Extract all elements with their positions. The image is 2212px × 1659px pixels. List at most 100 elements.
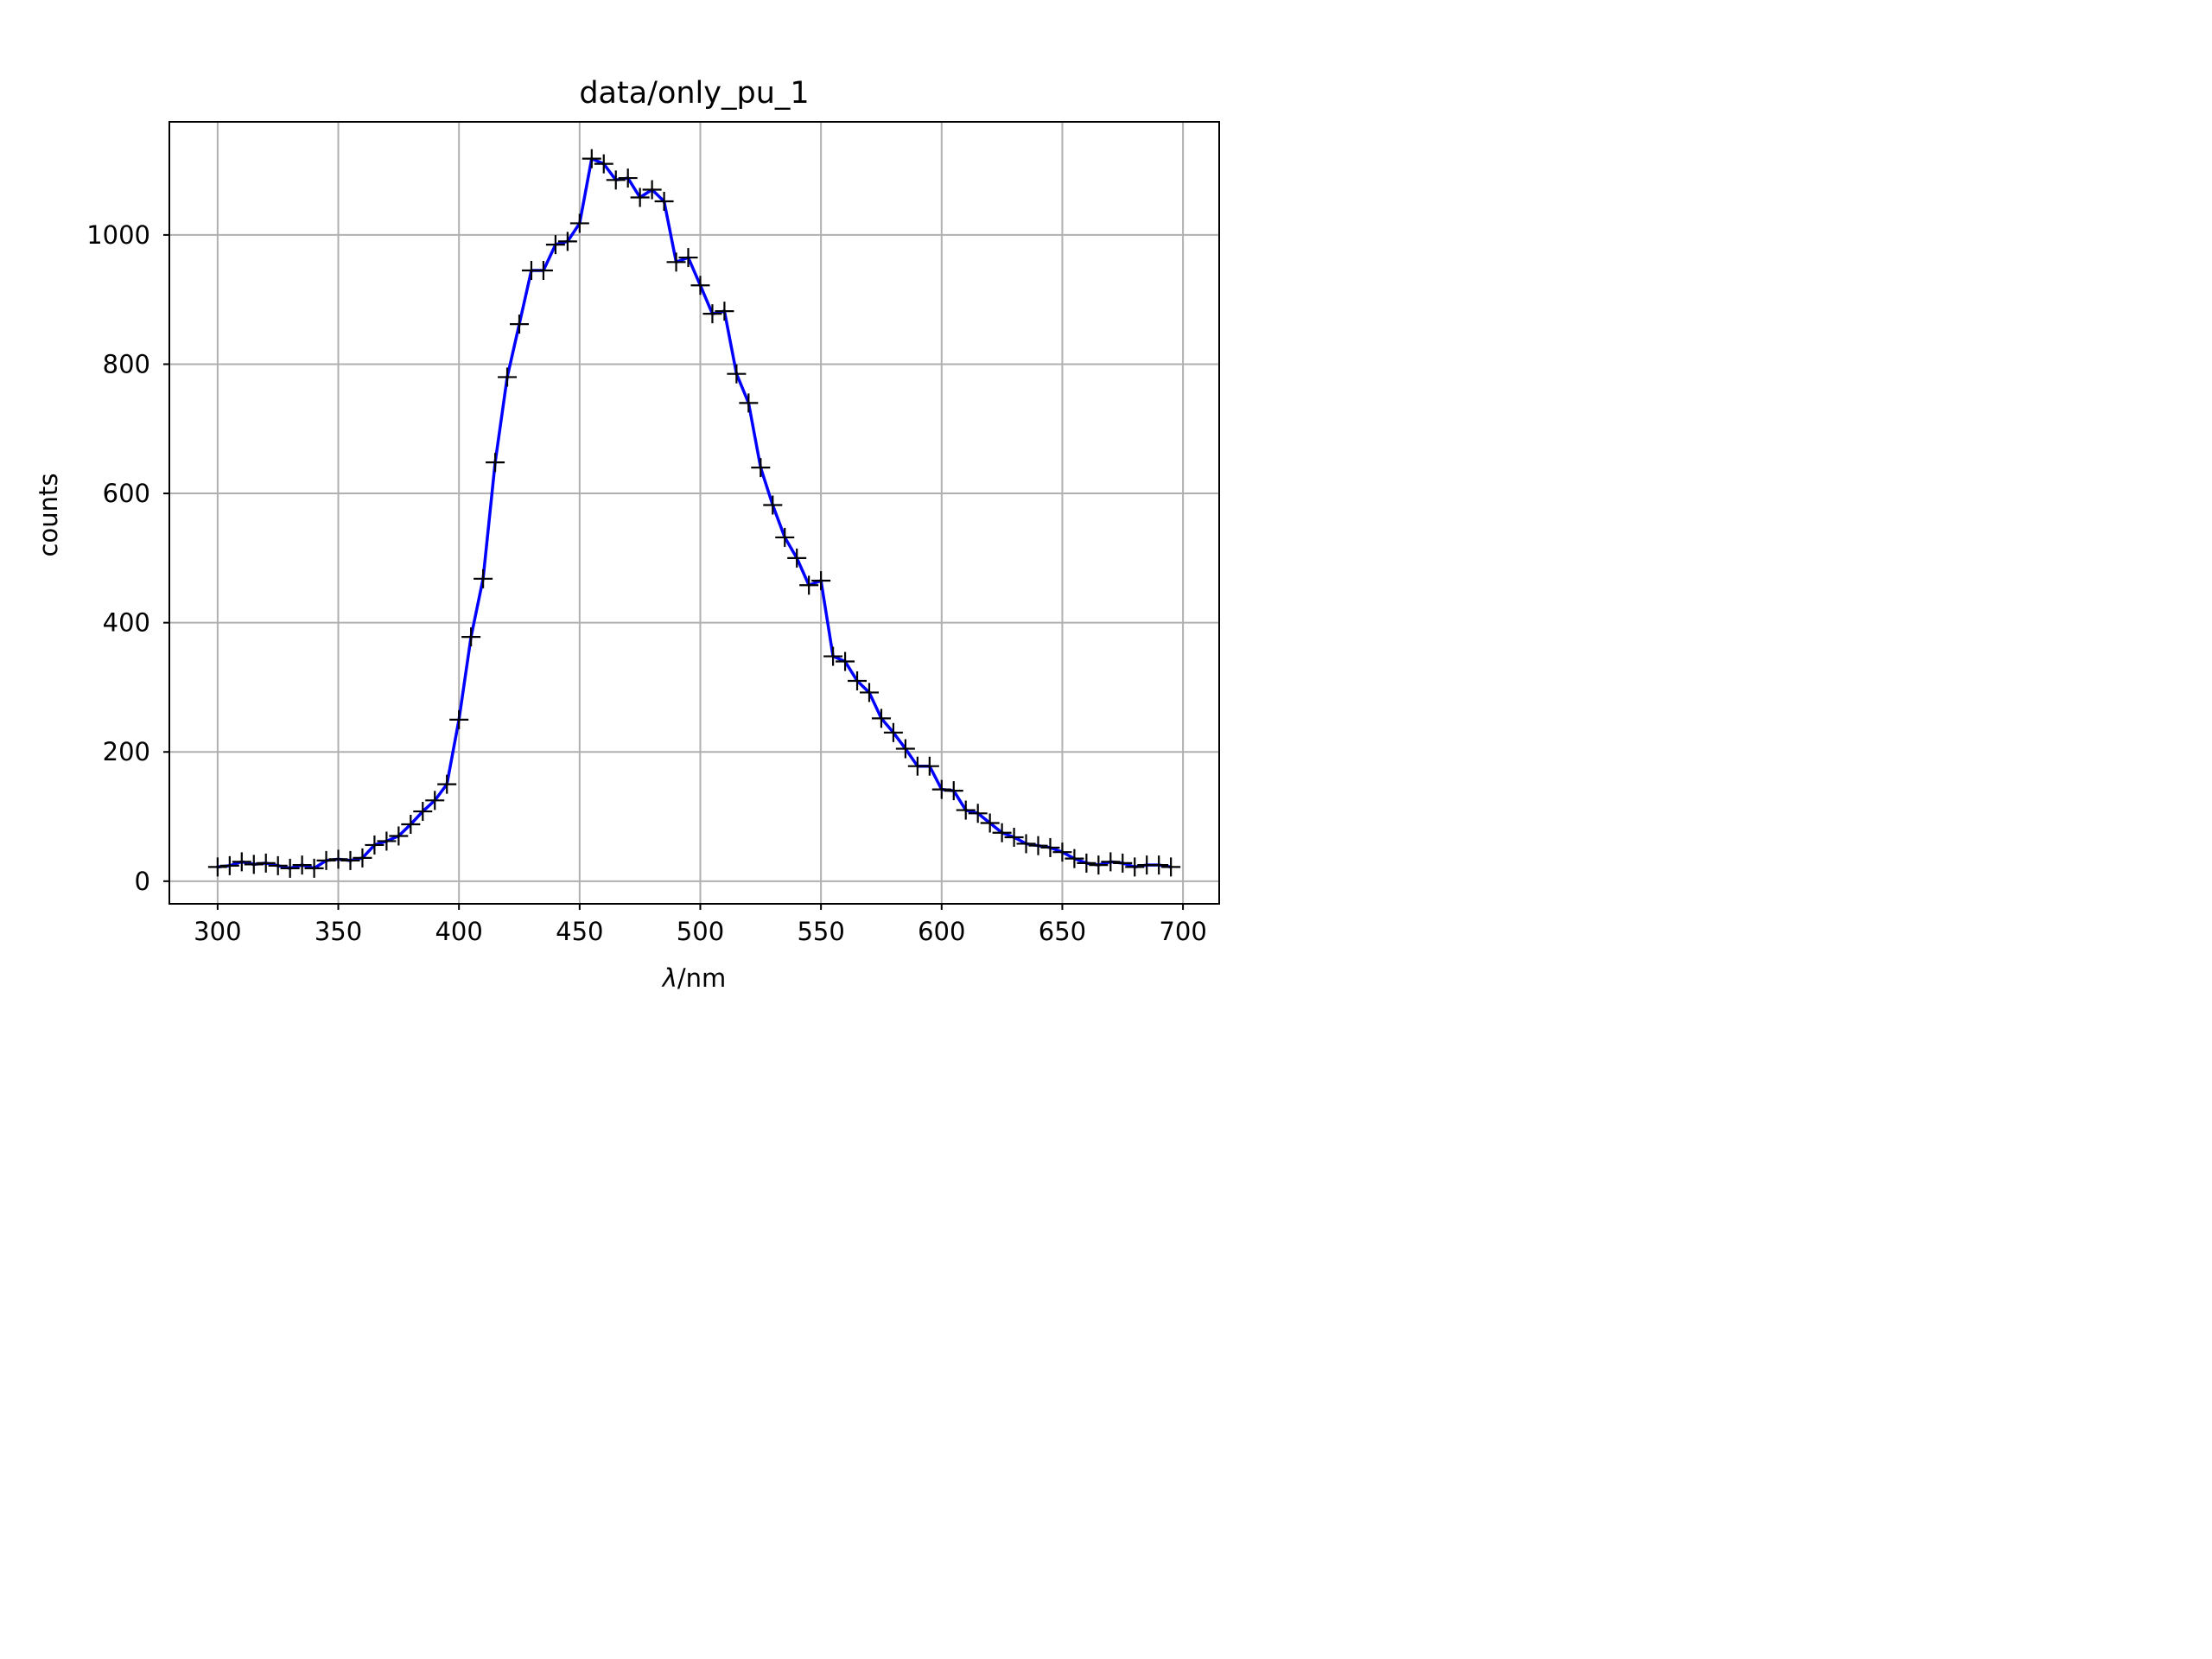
data-point-marker: [486, 453, 505, 473]
data-point-marker: [1004, 827, 1024, 847]
data-point-marker: [533, 261, 553, 281]
data-point-marker: [739, 393, 759, 413]
data-point-marker: [474, 569, 493, 588]
data-point-marker: [569, 213, 589, 233]
data-point-marker: [437, 774, 457, 794]
x-tick-label: 700: [1159, 917, 1206, 946]
data-point-marker: [1065, 849, 1084, 868]
data-point-marker: [545, 235, 565, 255]
data-point-marker: [618, 168, 638, 188]
x-tick-label: 650: [1039, 917, 1086, 946]
data-point-marker: [498, 367, 518, 387]
data-point-marker: [280, 858, 300, 878]
data-point-marker: [207, 857, 227, 877]
x-tick-label: 550: [797, 917, 844, 946]
data-point-marker: [449, 709, 469, 729]
data-point-marker: [654, 191, 674, 211]
x-tick-label: 600: [918, 917, 965, 946]
data-point-marker: [304, 858, 324, 878]
plot-frame: [168, 121, 1220, 905]
data-point-marker: [799, 575, 819, 595]
data-point-marker: [956, 800, 976, 820]
ticks: 300 350 400 450 500 550 600 650 700 0 200 400 600 800…: [86, 220, 1207, 946]
data-point-marker: [992, 823, 1012, 842]
data-point-marker: [606, 170, 626, 190]
data-point-marker: [1149, 855, 1169, 875]
data-point-marker: [1052, 842, 1072, 862]
data-point-marker: [883, 722, 903, 742]
data-point-marker: [775, 527, 795, 547]
data-point-marker: [727, 364, 747, 384]
data-point-marker: [413, 802, 433, 822]
grid: [169, 122, 1219, 904]
data-point-marker: [256, 853, 276, 873]
data-point-marker: [377, 831, 397, 851]
data-point-marker: [1101, 852, 1121, 872]
data-point-marker: [823, 646, 843, 666]
x-tick-label: 500: [677, 917, 724, 946]
y-tick-label: 200: [103, 737, 150, 766]
data-point-marker: [328, 849, 348, 869]
data-point-marker: [678, 248, 698, 268]
data-point-marker: [340, 850, 360, 870]
data-point-marker: [715, 302, 734, 321]
y-axis-title: counts: [34, 474, 63, 557]
data-point-marker: [968, 804, 988, 823]
data-point-marker: [690, 276, 710, 296]
data-point-marker: [1077, 853, 1096, 873]
data-point-marker: [219, 855, 239, 875]
data-point-marker: [365, 835, 385, 855]
figure: 300 350 400 450 500 550 600 650 700 0 200 400 600 800…: [0, 0, 1335, 1001]
data-point-marker: [751, 458, 771, 478]
data-point-marker: [931, 779, 951, 799]
data-layer: [207, 149, 1181, 878]
data-point-marker: [1016, 834, 1036, 854]
data-point-marker: [666, 252, 686, 272]
y-tick-label: 800: [103, 349, 150, 378]
data-point-marker: [895, 739, 915, 759]
x-axis-symbol: λ: [661, 963, 677, 993]
data-point-marker: [1028, 836, 1048, 855]
data-point-marker: [353, 848, 372, 868]
data-point-marker: [594, 154, 613, 174]
data-point-marker: [811, 571, 831, 591]
y-tick-label: 0: [135, 867, 150, 896]
y-tick-label: 600: [103, 479, 150, 508]
data-point-marker: [1089, 855, 1109, 875]
data-point-marker: [232, 852, 251, 872]
x-axis-title: λ/nm: [661, 963, 727, 993]
data-point-marker: [582, 149, 601, 168]
y-tick-label: 1000: [86, 220, 150, 250]
x-tick-label: 450: [556, 917, 603, 946]
data-point-marker: [944, 781, 963, 801]
y-tick-label: 400: [103, 608, 150, 638]
data-point-marker: [1125, 857, 1145, 877]
data-point-marker: [848, 671, 868, 690]
data-point-marker: [1040, 837, 1060, 857]
x-tick-label: 400: [435, 917, 482, 946]
data-point-marker: [292, 855, 312, 875]
chart-title: data/only_pu_1: [579, 76, 809, 111]
data-point-marker: [642, 180, 662, 200]
figure-background: [0, 0, 1335, 1001]
data-point-marker: [763, 495, 783, 515]
x-axis-unit: /nm: [677, 963, 726, 993]
data-point-marker: [461, 627, 481, 647]
data-point-marker: [871, 709, 891, 728]
data-point-marker: [980, 813, 1000, 833]
data-point-marker: [401, 815, 421, 835]
x-tick-label: 350: [315, 917, 362, 946]
data-point-marker: [702, 304, 722, 324]
data-point-marker: [1161, 857, 1181, 877]
data-point-marker: [860, 683, 879, 702]
data-point-marker: [919, 756, 939, 776]
data-point-marker: [316, 850, 336, 870]
data-point-marker: [787, 548, 807, 568]
data-point-marker: [630, 188, 650, 207]
data-point-marker: [836, 652, 855, 671]
x-tick-label: 300: [194, 917, 241, 946]
data-point-marker: [510, 315, 529, 334]
data-point-marker: [1113, 853, 1133, 873]
line-chart: 300 350 400 450 500 550 600 650 700 0 200 400 600 800…: [0, 0, 1335, 1001]
data-point-marker: [557, 232, 577, 251]
